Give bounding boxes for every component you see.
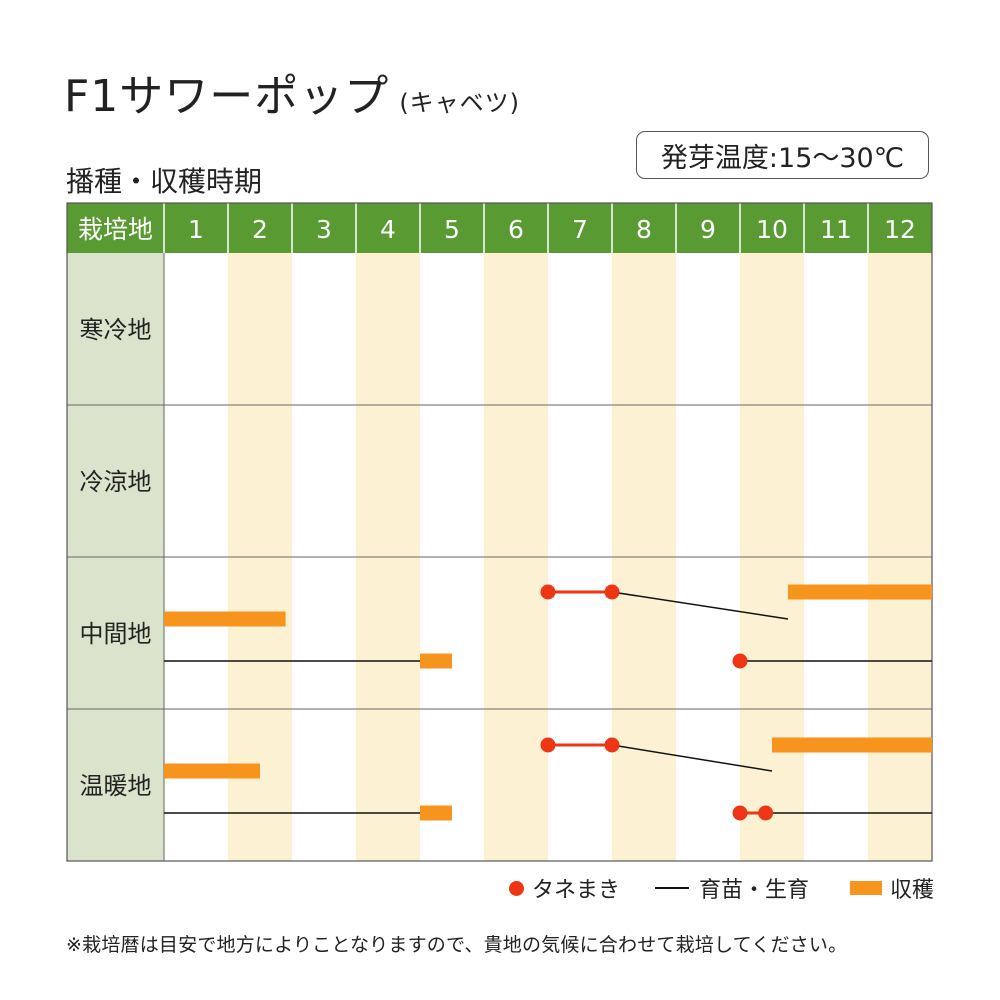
legend-harvest-label: 収穫 bbox=[890, 878, 935, 903]
legend-sowing: タネまき bbox=[509, 872, 620, 904]
growth-line-icon bbox=[655, 886, 689, 890]
page-title: F1サワーポップ (キャベツ) bbox=[64, 60, 520, 124]
region-label: 中間地 bbox=[80, 620, 152, 648]
month-label: 5 bbox=[444, 215, 460, 244]
sowing-dot bbox=[540, 584, 556, 600]
legend-growth: 育苗・生育 bbox=[655, 872, 809, 904]
harvest-bar bbox=[420, 653, 452, 669]
month-label: 7 bbox=[572, 215, 588, 244]
sowing-dot bbox=[604, 584, 620, 600]
sowing-dot bbox=[540, 737, 556, 753]
title-main: F1サワーポップ bbox=[64, 71, 390, 122]
sowing-dot bbox=[732, 653, 748, 669]
month-label: 9 bbox=[700, 215, 716, 244]
region-label: 寒冷地 bbox=[80, 316, 152, 344]
sowing-dot-icon bbox=[509, 880, 524, 896]
legend-growth-label: 育苗・生育 bbox=[699, 878, 810, 903]
germination-temp-badge: 発芽温度:15〜30℃ bbox=[636, 131, 929, 179]
month-label: 8 bbox=[636, 215, 652, 244]
title-sub: (キャベツ) bbox=[399, 89, 521, 117]
month-label: 1 bbox=[188, 215, 204, 244]
legend-sowing-label: タネまき bbox=[532, 878, 621, 903]
month-label: 12 bbox=[884, 215, 916, 244]
sowing-dot bbox=[758, 805, 774, 821]
germination-temp-text: 発芽温度:15〜30℃ bbox=[660, 142, 905, 174]
table-border bbox=[66, 202, 933, 862]
month-label: 11 bbox=[820, 215, 852, 244]
legend-harvest: 収穫 bbox=[850, 872, 934, 904]
harvest-bar bbox=[772, 737, 932, 753]
region-label: 温暖地 bbox=[80, 772, 152, 800]
growth-line bbox=[611, 591, 789, 620]
region-label: 冷涼地 bbox=[80, 468, 152, 496]
sowing-dot bbox=[604, 737, 620, 753]
harvest-bar bbox=[788, 584, 932, 600]
section-title: 播種・収穫時期 bbox=[66, 165, 263, 198]
harvest-bar bbox=[420, 805, 452, 821]
growth-line bbox=[611, 744, 773, 772]
month-label: 3 bbox=[316, 215, 332, 244]
harvest-bar bbox=[164, 763, 260, 779]
month-label: 4 bbox=[380, 215, 396, 244]
header-corner-label: 栽培地 bbox=[78, 215, 153, 244]
harvest-bar-icon bbox=[850, 881, 882, 895]
month-label: 6 bbox=[508, 215, 524, 244]
sowing-dot bbox=[732, 805, 748, 821]
month-label: 10 bbox=[756, 215, 788, 244]
footnote: ※栽培暦は目安で地方によりことなりますので、貴地の気候に合わせて栽培してください… bbox=[66, 934, 848, 956]
month-label: 2 bbox=[252, 215, 268, 244]
harvest-bar bbox=[164, 611, 286, 627]
header-row bbox=[67, 203, 932, 253]
